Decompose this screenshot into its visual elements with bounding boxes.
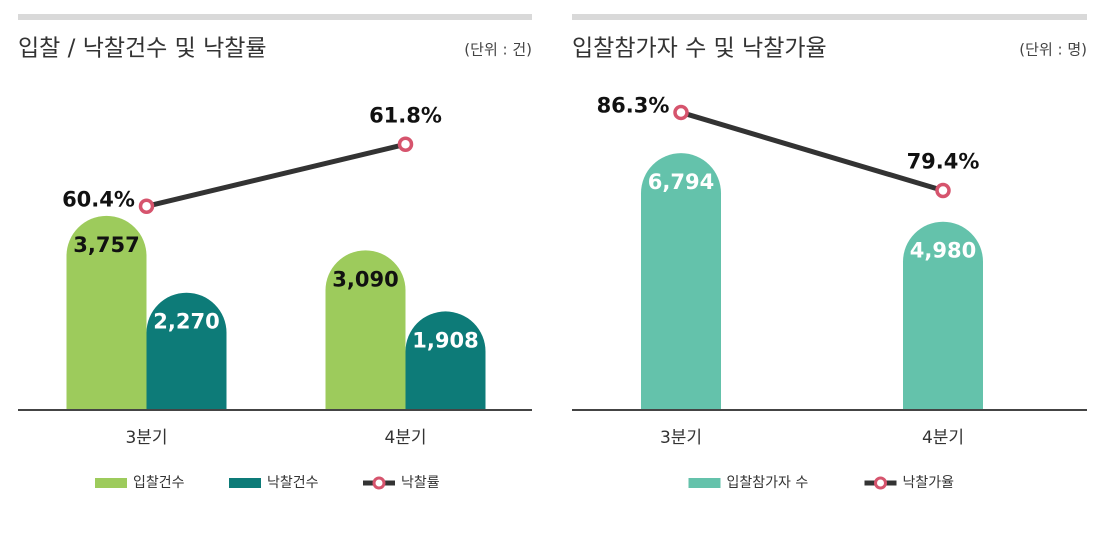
bar-value-label: 6,794 (648, 170, 714, 194)
bar (641, 153, 721, 410)
bar (66, 215, 147, 410)
bar (146, 292, 227, 410)
bar-value-label: 3,090 (332, 267, 398, 291)
header-bar (572, 14, 1087, 20)
legend-swatch (229, 478, 261, 488)
legend-swatch (688, 478, 721, 488)
line-marker (138, 198, 155, 215)
x-tick-label: 3분기 (125, 428, 167, 448)
chart-title: 입찰 / 낙찰건수 및 낙찰률 (18, 36, 267, 62)
line-marker (673, 104, 689, 121)
line-value-label: 79.4% (907, 150, 980, 174)
legend-marker (372, 476, 386, 490)
bar-value-label: 4,980 (910, 239, 976, 263)
line-marker (935, 182, 951, 199)
bar (325, 250, 406, 410)
legend-marker (874, 476, 887, 490)
line (680, 110, 944, 193)
line-value-label: 86.3% (597, 93, 670, 117)
bar-value-label: 1,908 (412, 328, 478, 352)
x-tick-label: 4분기 (922, 428, 964, 448)
legend-swatch (95, 478, 127, 488)
line (145, 141, 407, 209)
bar (903, 221, 983, 410)
x-tick-label: 3분기 (660, 428, 702, 448)
bar (405, 311, 486, 410)
line-value-label: 61.8% (369, 103, 442, 127)
x-tick-label: 4분기 (384, 428, 426, 448)
bar-value-label: 2,270 (153, 310, 219, 334)
legend-label: 입찰참가자 수 (727, 475, 809, 491)
unit-label: (단위 : 명) (1019, 41, 1087, 59)
header-bar (18, 14, 532, 20)
legend-label: 낙찰건수 (267, 475, 319, 491)
line-marker (397, 136, 414, 153)
chart-title: 입찰참가자 수 및 낙찰가율 (572, 36, 827, 62)
bar-value-label: 3,757 (73, 233, 139, 257)
line-value-label: 60.4% (62, 187, 135, 211)
legend-label: 낙찰가율 (903, 475, 955, 491)
legend-label: 낙찰률 (401, 475, 440, 491)
legend-label: 입찰건수 (133, 475, 185, 491)
unit-label: (단위 : 건) (464, 41, 532, 59)
